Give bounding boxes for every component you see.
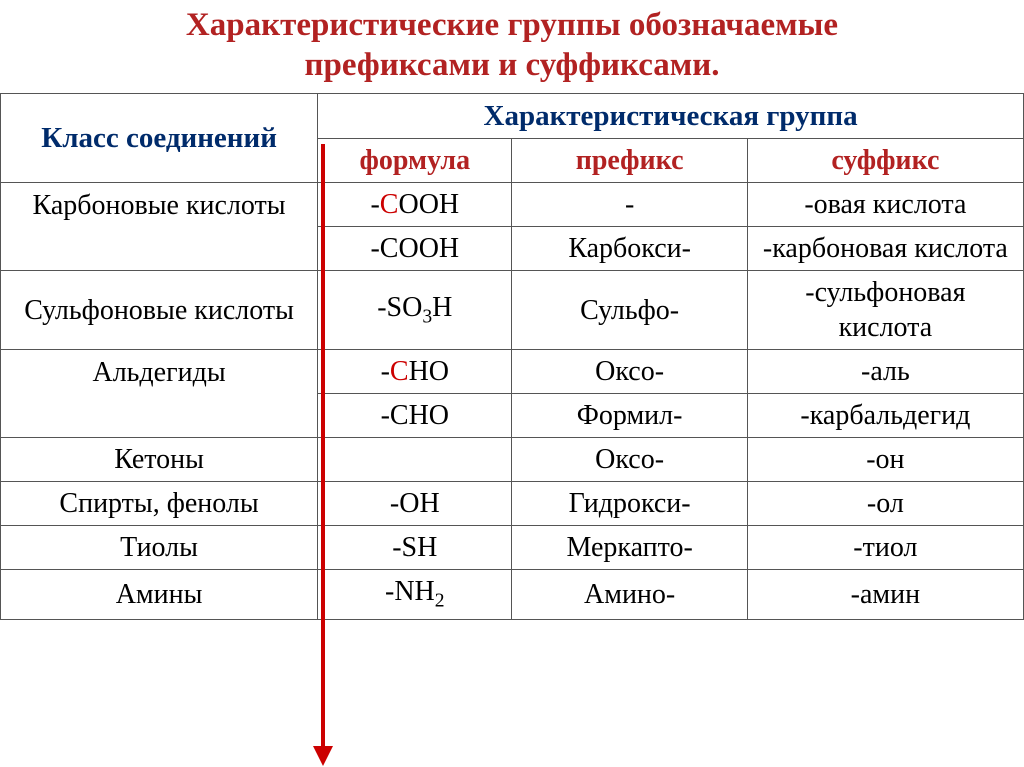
suffix-cell: -карбальдегид bbox=[747, 394, 1023, 438]
class-cell bbox=[1, 227, 318, 271]
table-row: Карбоновые кислоты -COOH - -овая кислота bbox=[1, 183, 1024, 227]
formula-cell: -SH bbox=[318, 526, 512, 570]
table-row: Амины -NH2 Амино- -амин bbox=[1, 570, 1024, 619]
header-class: Класс соединений bbox=[1, 94, 318, 183]
table-row: Тиолы -SH Меркапто- -тиол bbox=[1, 526, 1024, 570]
title-line-1: Характеристические группы обозначаемые bbox=[186, 7, 838, 43]
class-cell: Тиолы bbox=[1, 526, 318, 570]
header-prefix: префикс bbox=[512, 139, 747, 183]
suffix-cell: -карбоновая кислота bbox=[747, 227, 1023, 271]
suffix-cell: -сульфоновая кислота bbox=[747, 271, 1023, 350]
suffix-cell: -амин bbox=[747, 570, 1023, 619]
header-row-1: Класс соединений Характеристическая груп… bbox=[1, 94, 1024, 139]
header-group: Характеристическая группа bbox=[318, 94, 1024, 139]
prefix-cell: - bbox=[512, 183, 747, 227]
formula-cell bbox=[318, 438, 512, 482]
class-cell: Спирты, фенолы bbox=[1, 482, 318, 526]
formula-cell: -CHO bbox=[318, 350, 512, 394]
prefix-cell: Карбокси- bbox=[512, 227, 747, 271]
title-line-2: префиксами и суффиксами. bbox=[304, 47, 719, 83]
prefix-cell: Меркапто- bbox=[512, 526, 747, 570]
class-cell: Альдегиды bbox=[1, 350, 318, 394]
class-cell: Карбоновые кислоты bbox=[1, 183, 318, 227]
suffix-cell: -овая кислота bbox=[747, 183, 1023, 227]
formula-cell: -COOH bbox=[318, 227, 512, 271]
suffix-cell: -аль bbox=[747, 350, 1023, 394]
prefix-cell: Формил- bbox=[512, 394, 747, 438]
formula-cell: -CHO bbox=[318, 394, 512, 438]
class-cell: Амины bbox=[1, 570, 318, 619]
table-row: Сульфоновые кислоты -SO3H Сульфо- -сульф… bbox=[1, 271, 1024, 350]
prefix-cell: Гидрокси- bbox=[512, 482, 747, 526]
formula-cell: -COOH bbox=[318, 183, 512, 227]
table-row: Кетоны Оксо- -он bbox=[1, 438, 1024, 482]
header-suffix: суффикс bbox=[747, 139, 1023, 183]
formula-cell: -NH2 bbox=[318, 570, 512, 619]
table-row: Спирты, фенолы -OH Гидрокси- -ол bbox=[1, 482, 1024, 526]
prefix-cell: Сульфо- bbox=[512, 271, 747, 350]
suffix-cell: -он bbox=[747, 438, 1023, 482]
class-cell: Кетоны bbox=[1, 438, 318, 482]
prefix-cell: Амино- bbox=[512, 570, 747, 619]
formula-cell: -OH bbox=[318, 482, 512, 526]
class-cell bbox=[1, 394, 318, 438]
prefix-cell: Оксо- bbox=[512, 438, 747, 482]
header-formula: формула bbox=[318, 139, 512, 183]
functional-groups-table: Класс соединений Характеристическая груп… bbox=[0, 93, 1024, 619]
formula-cell: -SO3H bbox=[318, 271, 512, 350]
suffix-cell: -ол bbox=[747, 482, 1023, 526]
prefix-cell: Оксо- bbox=[512, 350, 747, 394]
page-title: Характеристические группы обозначаемые п… bbox=[0, 0, 1024, 93]
class-cell: Сульфоновые кислоты bbox=[1, 271, 318, 350]
suffix-cell: -тиол bbox=[747, 526, 1023, 570]
table-row: -CHO Формил- -карбальдегид bbox=[1, 394, 1024, 438]
table-row: Альдегиды -CHO Оксо- -аль bbox=[1, 350, 1024, 394]
table-row: -COOH Карбокси- -карбоновая кислота bbox=[1, 227, 1024, 271]
